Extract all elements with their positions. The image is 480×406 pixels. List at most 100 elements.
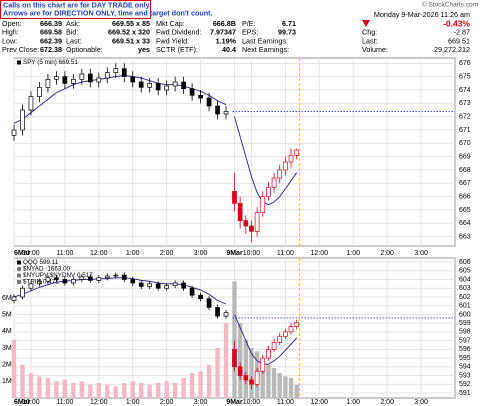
y-tick-label: 597 [459,337,471,344]
panel-label: SPY (5 min) 669.51 [23,59,78,66]
y-tick-label: 674 [459,87,471,94]
candle-body [62,76,68,84]
quote-label: Last: [66,36,82,45]
candle-body [138,282,144,287]
quote-value: 666.8B [213,19,236,28]
candle-body [243,375,249,381]
volume-bar [130,381,135,398]
volume-bar [71,383,76,398]
volume-bar [237,323,243,398]
quote-label: Fwd Yield: [156,36,189,45]
x-tick-label: 11:00 [277,250,294,257]
candle-body [277,335,283,343]
x-tick-label: 2:00 [380,399,394,406]
x-tick-label: 3:00 [414,399,428,406]
quote-label: Mkt Cap: [156,19,185,28]
quote-value: 669.52 x 320 [108,28,150,37]
candle-body [45,277,51,282]
volume-bar [249,348,254,398]
panel-label: $TRIN 0.471 [23,279,59,286]
volume-bar [11,339,17,398]
moving-average [234,116,298,206]
change-pct: -0.43% [443,18,470,28]
volume-bar [62,379,68,398]
candle-body [249,225,254,232]
x-tick-label: 2:00 [380,250,394,257]
candle-body [181,282,186,289]
candle-body [260,357,266,372]
volume-bar [155,383,161,398]
quote-value: 1.19% [216,36,237,45]
volume-bar [277,373,282,398]
candle-body [45,78,51,88]
x-tick-label: 12:00 [90,399,108,406]
volume-bar [105,384,110,398]
candle-body [189,88,195,96]
quote-value: 669.51 x 33 [112,36,150,45]
x-tick-label: 2:00 [160,250,174,257]
quote-label: Volume: [362,45,388,54]
x-tick-label: 12:00 [311,250,329,257]
y-tick-label: 595 [459,355,471,362]
x-tick-label: 3:00 [194,399,208,406]
volume-bar [260,361,265,398]
candle-body [243,220,249,227]
label-swatch [17,60,21,65]
candle-body [96,277,102,281]
candle-body [87,276,93,281]
y-tick-label: 670 [459,140,471,147]
candle-body [294,149,300,156]
volume-bar [113,386,118,398]
candle-body [271,177,277,188]
candle-body [71,279,76,284]
candle-body [215,105,220,115]
volume-bar [20,364,25,398]
copyright: © StockCharts.com [422,1,478,9]
x-tick-label: 1:00 [126,250,140,257]
candle-body [11,129,17,136]
y-tick-label: 668 [459,167,471,174]
quote-value: 40.4 [222,45,236,54]
label-swatch [17,267,21,271]
candle-body [198,94,203,99]
volume-bar [147,384,152,398]
quote-value: 662.39 [40,36,62,45]
x-tick-label: 9Mar [226,399,243,406]
y-tick-label: 671 [459,127,471,134]
candle-body [288,326,294,333]
x-tick-label: 6Mar [14,399,31,406]
quote-value: 669.51 [448,36,470,45]
quote-value: 672.38 [40,45,62,54]
y-tick-label: 599 [459,320,471,327]
candle-body [249,379,254,385]
moving-average [234,314,298,365]
volume-bar [283,376,288,398]
x-tick-label: 3:00 [414,250,428,257]
volume-bar [139,383,144,398]
candle-body [96,77,102,83]
moving-average [13,74,227,124]
volume-tick-label: 5M [2,312,12,319]
y-tick-label: 600 [459,311,471,318]
candle-body [138,81,144,88]
candle-body [71,78,76,84]
volume-bar [79,381,85,398]
candle-body [147,283,153,287]
candle-body [113,68,119,74]
candle-body [37,280,42,285]
label-swatch [17,260,21,265]
x-tick-label: 12:00 [311,399,329,406]
x-tick-label: 6Mar [14,250,31,257]
quote-label: Last Earnings: [242,36,288,45]
quote-label: Chg: [362,28,377,37]
volume-bar [37,376,42,398]
volume-bar [96,383,102,398]
quote-label: Last: [362,36,378,45]
y-tick-label: 672 [459,114,471,121]
quote-value: 7.97347 [210,28,236,37]
volume-tick-label: 3M [2,345,12,352]
quote-label: High: [2,28,19,37]
y-tick-label: 664 [459,220,471,227]
notice-box [0,0,151,19]
candle-body [232,349,237,368]
